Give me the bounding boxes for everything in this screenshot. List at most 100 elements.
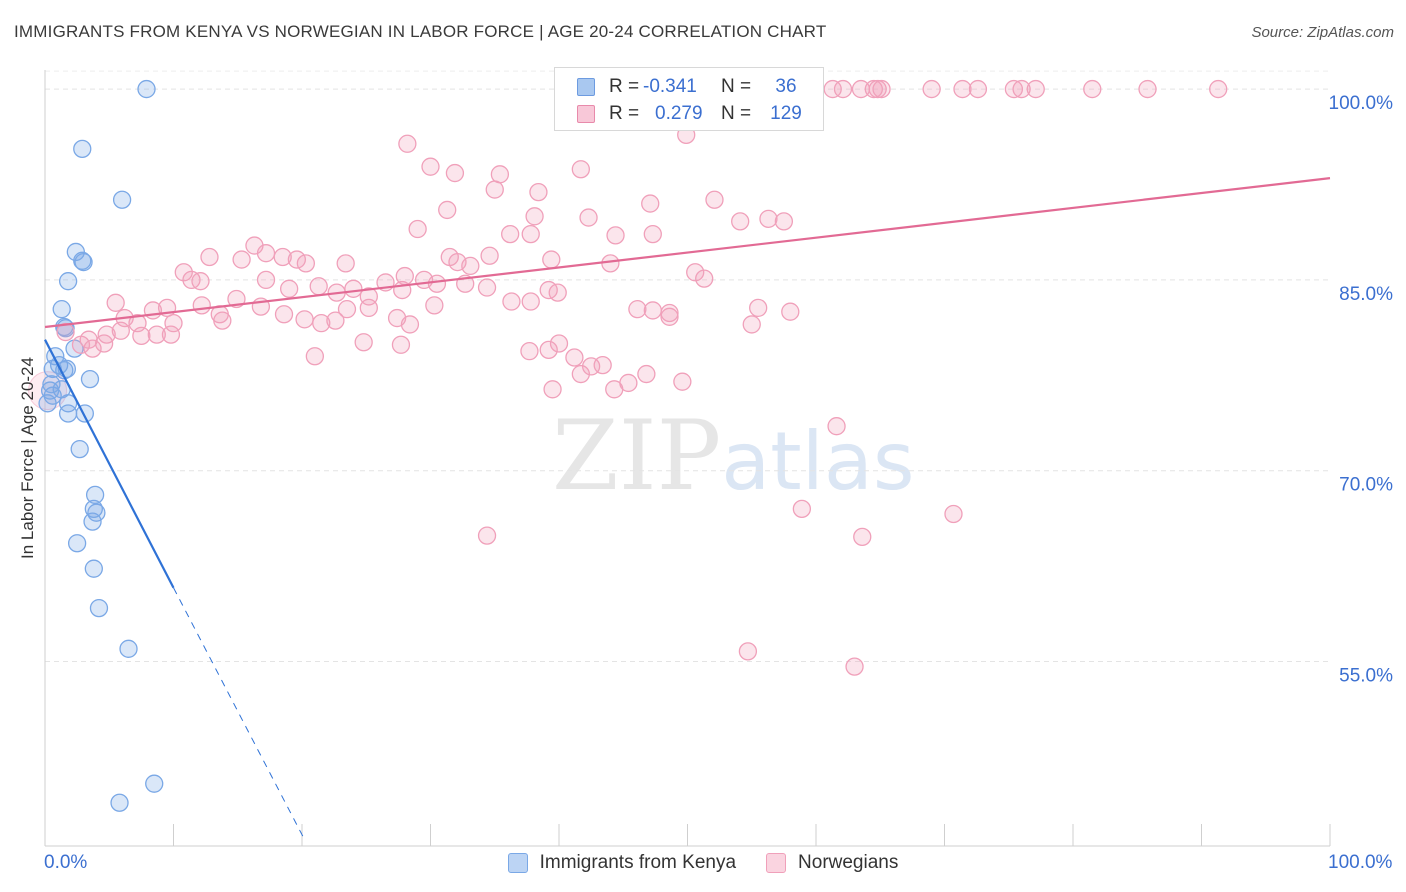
norwegians-point: [312, 314, 331, 333]
norwegians-point: [742, 315, 761, 334]
norwegians-point: [256, 244, 276, 263]
norwegians-point: [1012, 79, 1031, 99]
kenya-legend-swatch: [507, 853, 528, 873]
norwegians-point: [1026, 79, 1045, 99]
norwegians-point: [200, 247, 219, 267]
norwegians-point: [731, 212, 750, 231]
legend-item-norwegians[interactable]: Norwegians: [766, 852, 898, 874]
norwegians-point: [400, 315, 420, 334]
stats-row-kenya: R = -0.341 N = 36: [577, 75, 811, 99]
kenya-point: [85, 485, 105, 505]
n-value-norwegians: 129: [770, 103, 802, 124]
norwegians-point: [502, 292, 521, 311]
kenya-point: [84, 559, 103, 578]
norwegians-point: [71, 335, 91, 354]
norwegians-point: [111, 321, 130, 340]
norwegians-point: [660, 307, 679, 326]
kenya-point: [80, 369, 100, 389]
norwegians-point: [477, 278, 497, 297]
norwegians-point: [953, 79, 972, 99]
legend-item-kenya[interactable]: Immigrants from Kenya: [507, 852, 737, 874]
norwegians-point: [643, 301, 662, 320]
r-value-norwegians: 0.279: [655, 103, 703, 124]
n-label: N =: [721, 103, 752, 124]
norwegians-point: [132, 326, 151, 346]
norwegians-point: [833, 79, 853, 99]
norwegians-point: [606, 226, 625, 245]
norwegians-point: [643, 224, 662, 244]
norwegians-point: [161, 325, 181, 344]
r-label: R =: [609, 103, 640, 124]
norwegians-point: [571, 364, 590, 384]
norwegians-point: [287, 250, 307, 269]
norwegians-point: [391, 335, 411, 354]
norwegians-legend-swatch: [766, 853, 787, 873]
norwegians-point: [593, 355, 612, 375]
norwegians-point: [296, 254, 316, 273]
kenya-point: [145, 774, 164, 793]
norwegians-swatch: [577, 105, 595, 123]
norwegians-point: [480, 246, 499, 265]
kenya-point: [73, 251, 92, 270]
norwegians-point: [521, 224, 540, 244]
watermark-atlas: atlas: [721, 415, 915, 508]
kenya-trend-line: [44, 339, 175, 589]
kenya-point: [75, 404, 94, 423]
n-label: N =: [721, 76, 752, 97]
source-credit: Source: ZipAtlas.com: [1251, 24, 1394, 41]
legend-label-norwegians: Norwegians: [798, 852, 899, 873]
norwegians-point: [1083, 79, 1102, 99]
norwegians-point: [274, 305, 294, 324]
norwegians-point: [827, 417, 846, 436]
norwegians-point: [336, 254, 355, 273]
norwegians-point: [781, 302, 800, 321]
norwegians-point: [823, 79, 842, 99]
norwegians-point: [738, 642, 758, 661]
norwegians-point: [601, 254, 620, 273]
norwegians-point: [354, 333, 373, 352]
legend-label-kenya: Immigrants from Kenya: [539, 852, 737, 873]
norwegians-point: [749, 298, 768, 318]
norwegians-point: [461, 256, 480, 276]
y-tick-label: 100.0%: [1329, 93, 1394, 114]
norwegians-point: [279, 279, 299, 298]
y-tick-label: 85.0%: [1339, 284, 1393, 305]
norwegians-point: [213, 311, 232, 330]
kenya-point: [38, 394, 57, 413]
kenya-point: [52, 300, 71, 319]
kenya-point: [58, 272, 78, 291]
watermark-zip: ZIP: [552, 400, 722, 512]
stats-legend: R = -0.341 N = 36 R = 0.279 N = 129: [554, 67, 824, 131]
kenya-point: [58, 404, 78, 423]
norwegians-point: [619, 373, 638, 393]
norwegians-point: [83, 339, 102, 358]
norwegians-point: [641, 194, 660, 213]
norwegians-point: [529, 182, 548, 202]
norwegians-point: [344, 279, 363, 298]
norwegians-point: [705, 190, 724, 209]
kenya-point: [112, 190, 132, 209]
norwegians-point: [359, 298, 378, 318]
norwegians-point: [191, 272, 210, 291]
norwegians-point: [673, 372, 692, 391]
norwegians-point: [425, 296, 444, 315]
norwegians-point: [164, 314, 183, 333]
norwegians-point: [427, 274, 447, 293]
norwegians-point: [968, 79, 988, 99]
norwegians-point: [147, 325, 166, 344]
norwegians-point: [868, 79, 887, 99]
norwegians-point: [445, 163, 465, 183]
norwegians-point: [174, 263, 193, 282]
norwegians-point: [759, 209, 778, 228]
kenya-point: [87, 503, 106, 522]
norwegians-point: [548, 283, 567, 302]
norwegians-point: [326, 311, 345, 330]
kenya-trend-extension: [173, 587, 306, 840]
y-tick-label: 70.0%: [1339, 475, 1393, 496]
norwegians-point: [922, 79, 941, 99]
norwegians-point: [398, 134, 417, 153]
norwegians-point: [421, 157, 440, 176]
chart-title: IMMIGRANTS FROM KENYA VS NORWEGIAN IN LA…: [14, 22, 827, 41]
x-tick-label-max: 100.0%: [1328, 852, 1393, 873]
